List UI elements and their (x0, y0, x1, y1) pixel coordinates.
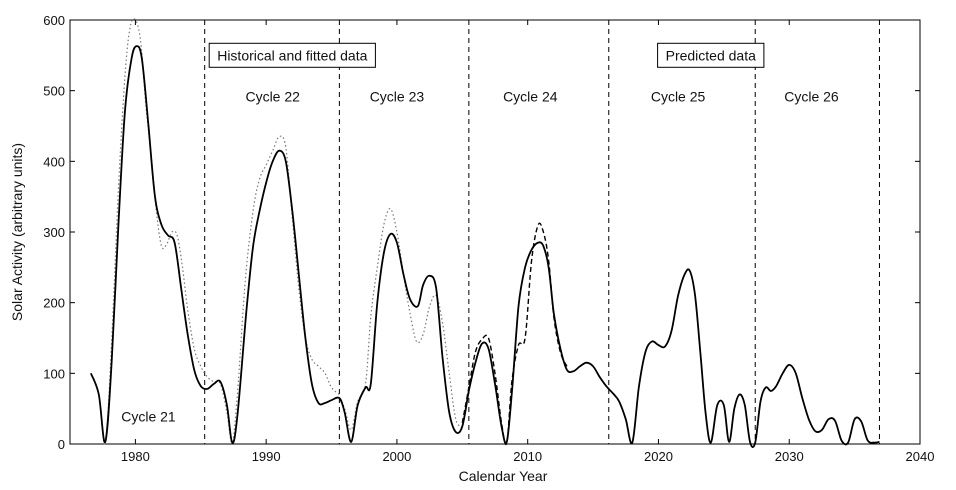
cycle-label: Cycle 21 (121, 408, 176, 424)
annotation-group: Historical and fitted data Predicted data (208, 42, 765, 68)
annotation-label: Predicted data (666, 47, 756, 63)
y-axis-title: Solar Activity (arbitrary units) (9, 143, 25, 321)
series-historical-line (90, 18, 340, 445)
annotation-box-frame (208, 42, 376, 68)
cycle-label: Cycle 22 (245, 88, 300, 104)
cycle-label: Cycle 26 (784, 88, 839, 104)
cycle-boundary-group (204, 20, 880, 444)
cycle-label: Cycle 24 (503, 88, 558, 104)
annotation-box: Historical and fitted data (208, 42, 376, 68)
y-tick-label: 0 (58, 437, 65, 452)
cycle-label-group: Cycle 21 Cycle 22 Cycle 23 Cycle 24 Cycle 25… (121, 88, 839, 424)
x-axis-title: Calendar Year (459, 468, 548, 484)
x-tick-label: 2000 (382, 449, 411, 464)
y-tick-label: 500 (43, 84, 65, 99)
y-tick-label: 400 (43, 154, 65, 169)
x-tick-label: 2030 (775, 449, 804, 464)
y-tick-label: 600 (43, 13, 65, 28)
x-axis: 1980 1990 2000 2010 2020 2030 2040 (121, 20, 935, 464)
annotation-box-frame (657, 42, 765, 68)
series-group (90, 18, 880, 448)
x-tick-label: 1990 (252, 449, 281, 464)
series-historical-line (338, 208, 463, 431)
y-axis: 0 100 200 300 400 500 600 (43, 13, 920, 452)
series-fitted-line (90, 45, 880, 448)
y-tick-label: 100 (43, 366, 65, 381)
x-tick-label: 2020 (644, 449, 673, 464)
y-tick-label: 200 (43, 296, 65, 311)
x-tick-label: 2010 (513, 449, 542, 464)
cycle-label: Cycle 23 (370, 88, 425, 104)
x-tick-label: 2040 (906, 449, 935, 464)
cycle-label: Cycle 25 (651, 88, 706, 104)
annotation-box: Predicted data (657, 42, 765, 68)
y-tick-label: 300 (43, 225, 65, 240)
annotation-label: Historical and fitted data (217, 47, 367, 63)
series-dashed-line (461, 222, 568, 445)
x-tick-label: 1980 (121, 449, 150, 464)
